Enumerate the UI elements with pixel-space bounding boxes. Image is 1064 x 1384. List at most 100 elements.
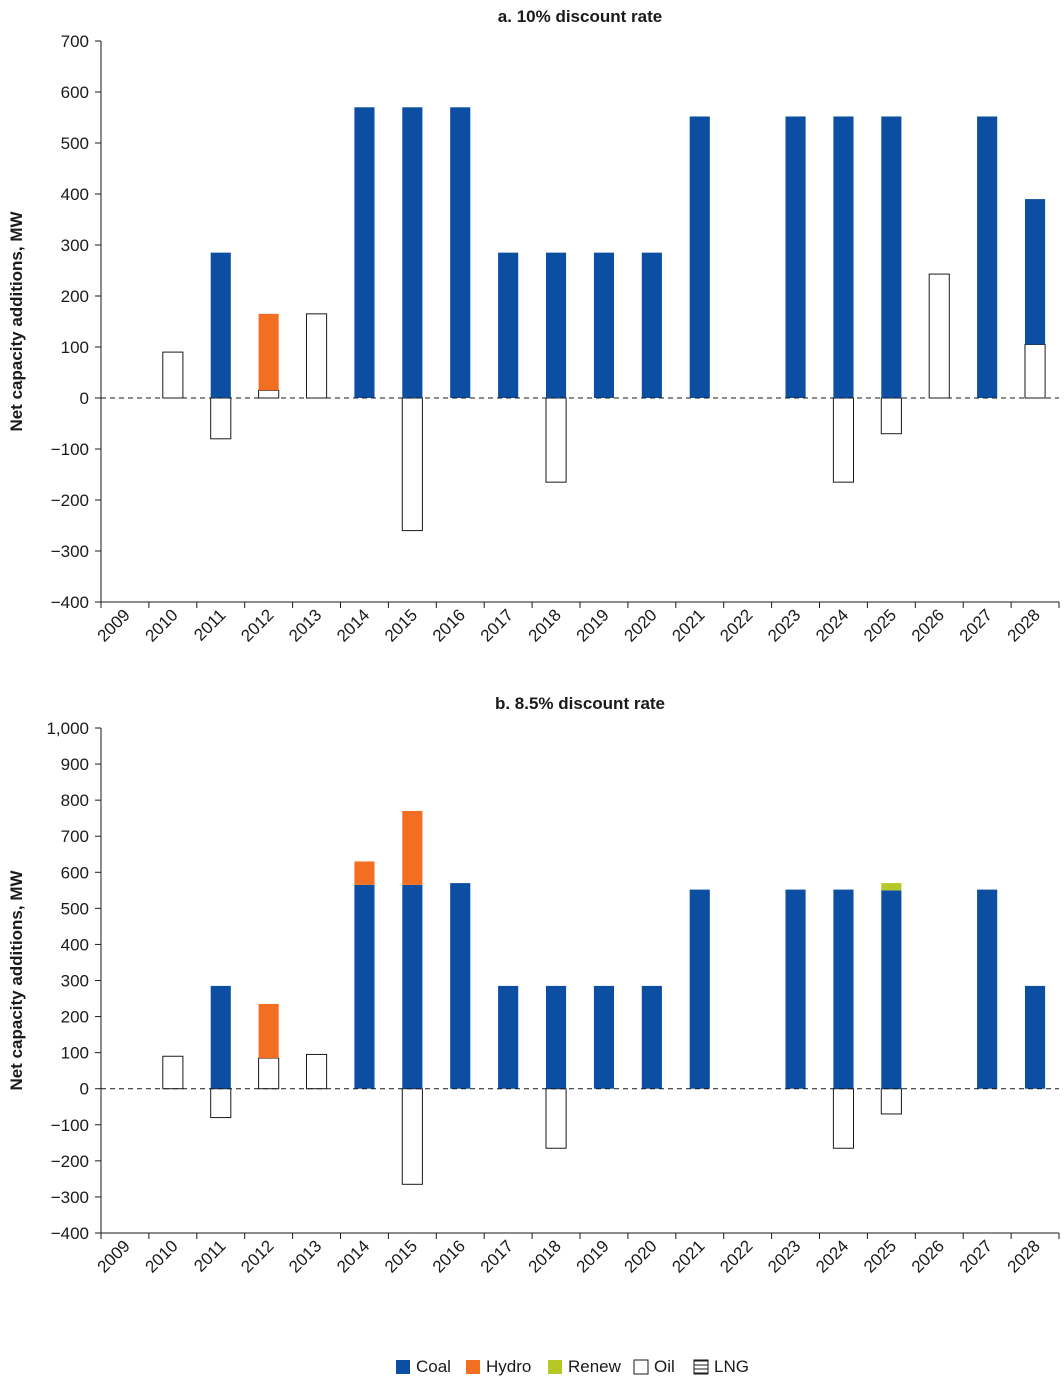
x-tick-label: 2024 <box>812 605 852 645</box>
x-tick-label: 2021 <box>668 1236 708 1276</box>
y-tick-label: −300 <box>51 1188 89 1207</box>
x-tick-label: 2019 <box>573 1236 613 1276</box>
y-tick-label: 100 <box>61 338 89 357</box>
x-tick-label: 2022 <box>716 1236 756 1276</box>
legend-swatch-coal <box>396 1360 410 1374</box>
bar-coal-2017 <box>498 252 519 398</box>
bar-coal-2020 <box>641 985 662 1089</box>
x-tick-label: 2022 <box>716 605 756 645</box>
bar-coal-2027 <box>977 889 998 1089</box>
x-tick-label: 2019 <box>573 605 613 645</box>
y-tick-label: 300 <box>61 972 89 991</box>
bar-oil-2026 <box>928 273 950 399</box>
x-tick-label: 2020 <box>620 605 660 645</box>
legend-swatch-hydro <box>466 1360 480 1374</box>
y-tick-label: 800 <box>61 791 89 810</box>
x-tick-label: 2015 <box>381 605 421 645</box>
bar-oil-2011 <box>210 397 232 440</box>
legend-swatch-lng <box>693 1359 709 1375</box>
legend-label-oil: Oil <box>654 1357 675 1376</box>
x-tick-label: 2026 <box>908 605 948 645</box>
y-tick-label: −300 <box>51 542 89 561</box>
bar-hydro-2015 <box>402 810 423 885</box>
x-tick-label: 2028 <box>1004 605 1044 645</box>
legend-label-hydro: Hydro <box>486 1357 531 1376</box>
bar-coal-2021 <box>689 116 710 398</box>
x-tick-label: 2025 <box>860 1236 900 1276</box>
x-tick-label: 2009 <box>94 605 134 645</box>
bar-hydro-2012 <box>258 313 279 391</box>
bar-coal-2024 <box>833 116 854 398</box>
x-tick-label: 2010 <box>141 605 181 645</box>
y-tick-label: 500 <box>61 899 89 918</box>
x-tick-label: 2016 <box>429 1236 469 1276</box>
x-tick-label: 2015 <box>381 1236 421 1276</box>
chart-title: a. 10% discount rate <box>498 7 662 26</box>
bar-oil-2011 <box>210 1088 232 1119</box>
bar-oil-2015 <box>401 397 423 532</box>
bar-oil-2018 <box>545 397 567 483</box>
x-tick-label: 2023 <box>764 1236 804 1276</box>
y-tick-label: −100 <box>51 440 89 459</box>
x-tick-label: 2014 <box>333 605 373 645</box>
x-tick-label: 2012 <box>237 1236 277 1276</box>
bar-oil-2012 <box>258 389 280 399</box>
x-tick-label: 2027 <box>956 1236 996 1276</box>
legend-swatch-oil <box>633 1359 649 1375</box>
bar-coal-2021 <box>689 889 710 1089</box>
legend-label-coal: Coal <box>416 1357 451 1376</box>
panel-b-chart: b. 8.5% discount rate Net capacity additi… <box>7 694 1060 1277</box>
chart-title: b. 8.5% discount rate <box>495 694 665 713</box>
x-tick-label: 2013 <box>285 1236 325 1276</box>
x-tick-label: 2026 <box>908 1236 948 1276</box>
bar-coal-2025 <box>881 116 902 398</box>
y-tick-label: 900 <box>61 755 89 774</box>
x-tick-label: 2009 <box>94 1236 134 1276</box>
bar-oil-2024 <box>832 1088 855 1149</box>
bar-oil-2010 <box>162 1055 184 1090</box>
x-tick-label: 2025 <box>860 605 900 645</box>
x-tick-label: 2017 <box>477 1236 517 1276</box>
y-tick-label: −200 <box>51 1152 89 1171</box>
bar-coal-2011 <box>210 252 231 398</box>
panel-a-chart: a. 10% discount rate Net capacity additio… <box>7 7 1060 646</box>
y-tick-label: 0 <box>80 1080 89 1099</box>
x-tick-label: 2028 <box>1004 1236 1044 1276</box>
bar-coal-2028 <box>1024 985 1046 1089</box>
bar-coal-2027 <box>977 116 998 398</box>
bar-oil-2012 <box>258 1057 280 1090</box>
legend-swatch-renew <box>548 1360 562 1374</box>
x-tick-label: 2027 <box>956 605 996 645</box>
bar-coal-2025 <box>881 890 902 1089</box>
x-tick-label: 2011 <box>190 1236 229 1275</box>
legend-label-renew: Renew <box>568 1357 622 1376</box>
bar-coal-2019 <box>593 985 615 1089</box>
y-tick-label: 700 <box>61 827 89 846</box>
y-axis-label: Net capacity additions, MW <box>7 211 26 432</box>
y-axis-label: Net capacity additions, MW <box>7 870 26 1091</box>
bar-coal-2018 <box>545 985 567 1089</box>
y-tick-label: 0 <box>80 389 89 408</box>
y-tick-label: 400 <box>61 935 89 954</box>
bar-renew-2025 <box>881 883 902 891</box>
legend-label-lng: LNG <box>714 1357 749 1376</box>
x-tick-label: 2011 <box>190 605 229 644</box>
x-tick-label: 2020 <box>620 1236 660 1276</box>
bar-coal-2017 <box>498 985 519 1089</box>
bar-coal-2016 <box>450 883 471 1089</box>
bar-coal-2016 <box>450 107 471 399</box>
bar-oil-2015 <box>401 1088 423 1185</box>
y-tick-label: 400 <box>61 185 89 204</box>
bar-coal-2015 <box>402 884 423 1089</box>
x-tick-label: 2024 <box>812 1236 852 1276</box>
x-tick-label: 2012 <box>237 605 277 645</box>
bar-coal-2024 <box>833 889 854 1089</box>
x-tick-label: 2018 <box>525 1236 565 1276</box>
bar-hydro-2012 <box>258 1003 279 1059</box>
x-tick-label: 2013 <box>285 605 325 645</box>
bar-coal-2015 <box>402 107 423 399</box>
x-tick-label: 2017 <box>477 605 517 645</box>
bar-oil-2013 <box>305 1053 328 1090</box>
bar-oil-2025 <box>880 1088 902 1115</box>
